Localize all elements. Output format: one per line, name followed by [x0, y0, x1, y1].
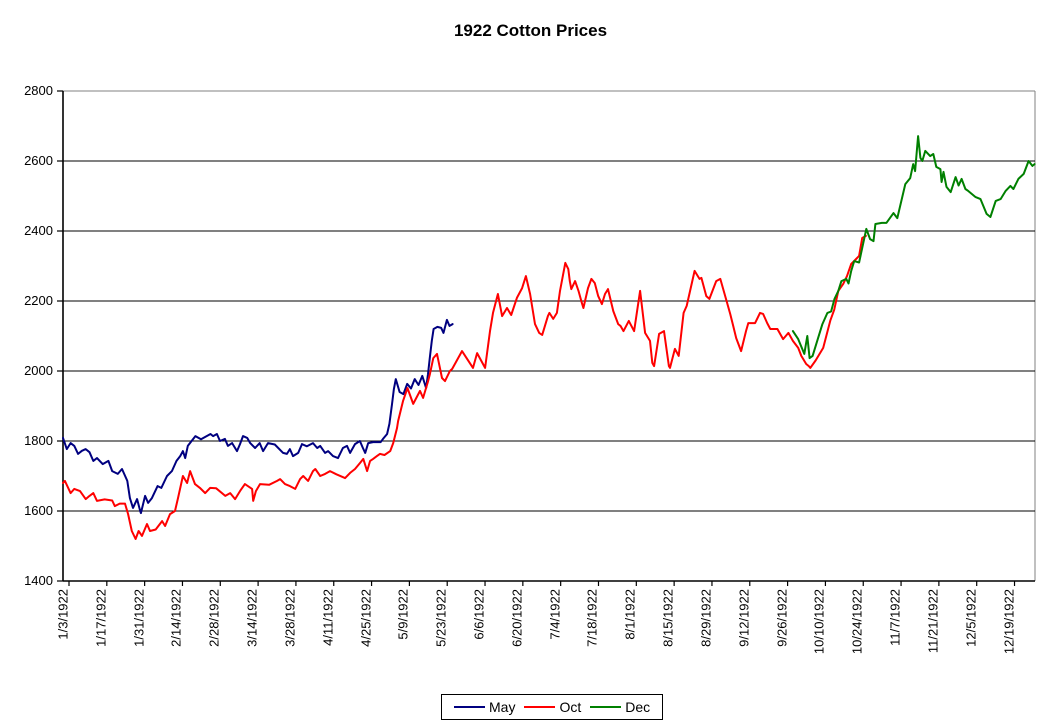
legend-item-oct: Oct [524, 699, 581, 715]
series-may-line [62, 318, 454, 515]
x-axis-label-1: 1/17/1922 [93, 589, 109, 647]
x-axis-label-7: 4/11/1922 [320, 589, 336, 646]
x-axis-label-19: 9/26/1922 [774, 589, 790, 647]
y-axis-label-2400: 2400 [24, 223, 53, 238]
y-axis-label-2000: 2000 [24, 363, 53, 378]
y-axis-label-2200: 2200 [24, 293, 53, 308]
legend-label-may: May [489, 699, 516, 715]
x-axis-label-2: 1/31/1922 [131, 589, 147, 647]
x-axis-label-10: 5/23/1922 [433, 589, 449, 647]
x-axis-label-21: 10/24/1922 [849, 589, 865, 655]
chart-title: 1922 Cotton Prices [453, 21, 608, 40]
y-axis-label-2600: 2600 [24, 153, 53, 168]
x-axis-label-4: 2/28/1922 [206, 589, 222, 647]
y-axis-label-2800: 2800 [24, 83, 53, 98]
x-axis-label-8: 4/25/1922 [358, 589, 374, 647]
series-dec-line [791, 135, 1036, 360]
y-axis-label-1800: 1800 [24, 433, 53, 448]
x-axis-label-3: 2/14/1922 [168, 589, 184, 647]
x-axis-label-24: 12/5/1922 [963, 589, 979, 647]
x-axis-label-15: 8/1/1922 [622, 589, 638, 640]
x-axis-label-16: 8/15/1922 [660, 589, 676, 647]
legend-line-sample-dec [590, 706, 622, 708]
x-axis-label-23: 11/21/1922 [925, 589, 941, 654]
x-axis-label-14: 7/18/1922 [584, 589, 600, 647]
x-axis-label-18: 9/12/1922 [736, 589, 752, 647]
legend-label-oct: Oct [559, 699, 582, 715]
legend-item-may: May [454, 699, 515, 715]
x-axis-label-5: 3/14/1922 [244, 589, 260, 647]
x-axis-label-13: 7/4/1922 [547, 589, 563, 640]
legend-line-sample-may [454, 706, 485, 708]
x-axis-label-22: 11/7/1922 [887, 589, 903, 646]
series-oct-line [62, 234, 867, 540]
x-axis-label-25: 12/19/1922 [1001, 589, 1017, 655]
y-axis-label-1400: 1400 [24, 573, 53, 588]
x-axis-label-17: 8/29/1922 [698, 589, 714, 647]
x-axis-label-11: 6/6/1922 [471, 589, 487, 640]
x-axis-label-6: 3/28/1922 [282, 589, 298, 647]
y-axis-label-1600: 1600 [24, 503, 53, 518]
x-axis-label-0: 1/3/1922 [55, 589, 71, 640]
x-axis-label-9: 5/9/1922 [395, 589, 411, 640]
legend: May Oct Dec [441, 694, 664, 720]
legend-line-sample-oct [524, 706, 556, 708]
x-axis-label-12: 6/20/1922 [509, 589, 525, 647]
legend-label-dec: Dec [625, 699, 651, 715]
legend-item-dec: Dec [590, 699, 650, 715]
x-axis-label-20: 10/10/1922 [811, 589, 827, 655]
